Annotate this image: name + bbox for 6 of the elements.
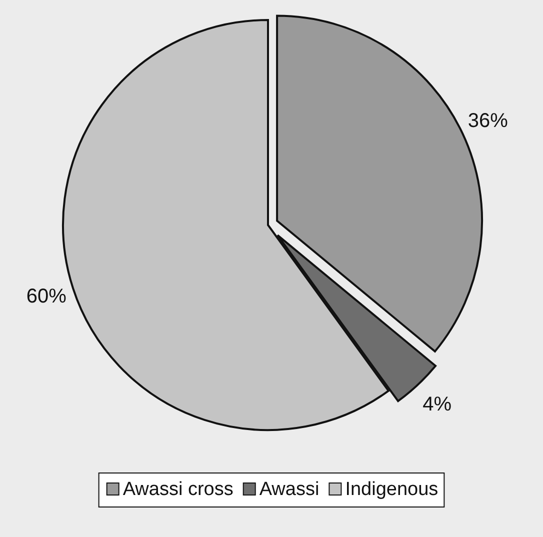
legend-label: Awassi [259,479,320,500]
data-label: 60% [26,285,67,308]
data-label: 36% [468,110,508,132]
legend-label: Indigenous [345,479,438,500]
data-label: 4% [422,393,452,416]
legend-label: Awassi cross [122,479,234,500]
